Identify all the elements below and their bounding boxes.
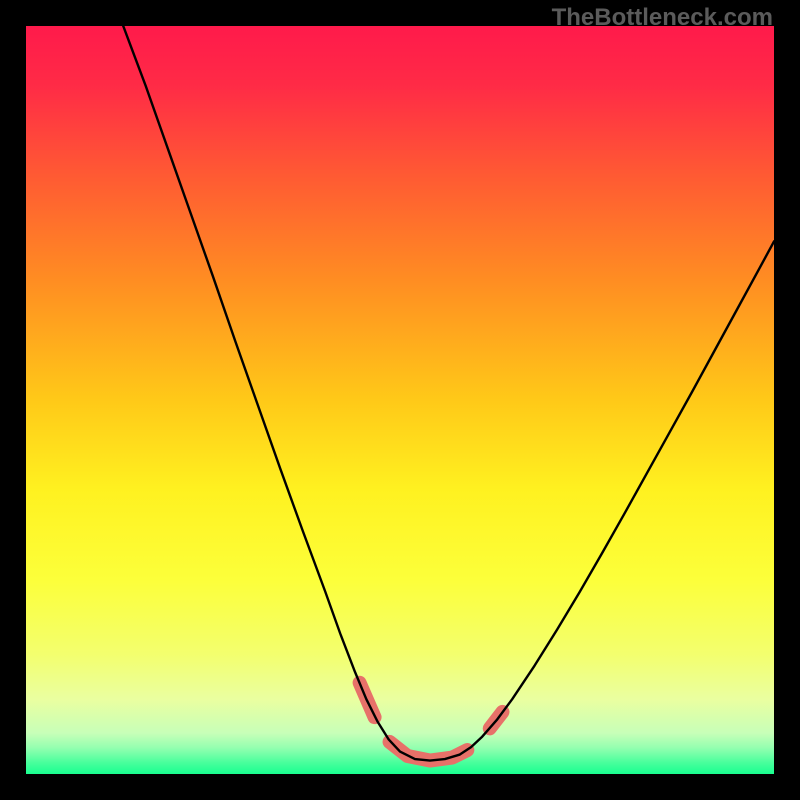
watermark-text: TheBottleneck.com — [552, 4, 773, 32]
chart-frame: TheBottleneck.com — [0, 0, 800, 800]
bottleneck-chart — [0, 0, 800, 800]
gradient-background — [26, 26, 774, 774]
